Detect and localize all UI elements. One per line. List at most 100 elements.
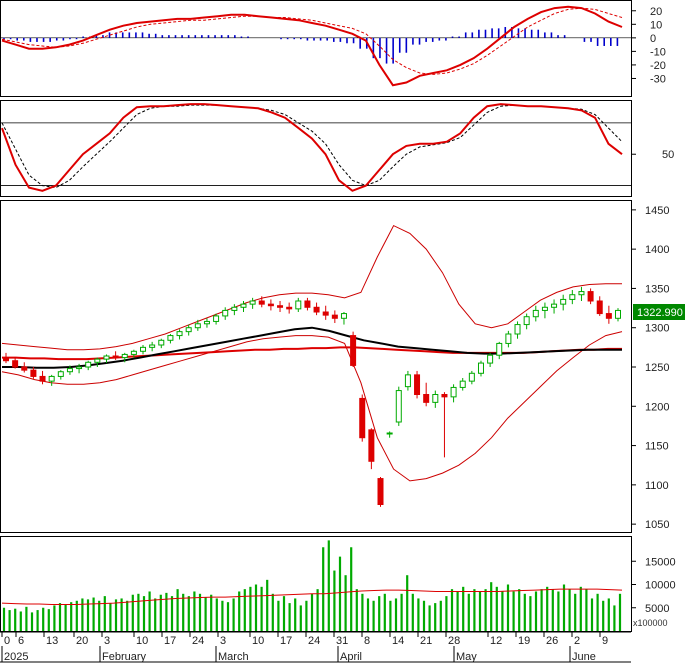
candle-body (39, 375, 46, 382)
x-day-label: 24 (308, 635, 320, 647)
volume-moving-average (1, 588, 623, 605)
candle-body (286, 306, 293, 310)
stochastic-tick-label: 50 (662, 149, 674, 161)
moving-average-mid (2, 326, 622, 369)
stochastic-levels (0, 122, 631, 186)
price-tick-label: 1200 (645, 401, 669, 413)
price-panel: 1450 1400 1350 1300 1250 1200 1150 1100 1050 132… (0, 200, 685, 533)
candle-body (386, 432, 393, 435)
macd-signal-line (1, 7, 623, 75)
candle-body (103, 355, 110, 360)
x-month-label: March (218, 651, 249, 663)
candle-body (487, 354, 494, 364)
macd-line (1, 5, 623, 87)
candle-body (468, 372, 475, 382)
candle-body (477, 362, 484, 374)
candle-body (277, 305, 284, 308)
candle-body (541, 306, 548, 311)
candle-body (432, 394, 439, 403)
candle-body (551, 303, 558, 308)
candle-body (85, 361, 92, 368)
x-day-label: 10 (136, 635, 148, 647)
candle-body (340, 313, 347, 319)
bollinger-upper-band (1, 224, 622, 351)
candle-body (12, 360, 19, 368)
candle-body (505, 333, 512, 344)
candle-body (249, 300, 256, 305)
candle-body (313, 306, 320, 313)
price-tick-label: 1150 (645, 441, 669, 453)
x-day-label: 2 (574, 635, 580, 647)
candle-body (331, 314, 338, 319)
candle-body (240, 303, 247, 308)
volume-y-axis: 15000 10000 5000 (631, 556, 676, 615)
price-tick-label: 1300 (645, 323, 669, 335)
x-day-label: 14 (392, 635, 404, 647)
x-day-label: 3 (104, 635, 110, 647)
x-day-label: 0 (4, 635, 10, 647)
price-tick-label: 1050 (645, 519, 669, 531)
candle-body (21, 366, 28, 371)
x-day-label: 10 (252, 635, 264, 647)
candle-body (414, 374, 421, 396)
candle-body (66, 368, 73, 373)
macd-tick-label: 10 (650, 19, 662, 31)
x-day-label: 13 (46, 635, 58, 647)
x-day-label: 20 (76, 635, 88, 647)
candle-body (30, 369, 37, 377)
last-price-label: 1322.990 (633, 304, 685, 320)
candle-body (560, 298, 567, 305)
candlesticks (3, 286, 621, 507)
candle-body (231, 306, 238, 311)
volume-tick-label: 10000 (645, 580, 676, 592)
price-tick-label: 1250 (645, 362, 669, 374)
candle-body (596, 300, 603, 315)
candle-body (377, 478, 384, 506)
candle-body (587, 291, 594, 302)
price-tick-label: 1450 (645, 205, 669, 217)
candle-body (121, 353, 128, 359)
x-day-label: 17 (164, 635, 176, 647)
x-month-label: 2025 (4, 651, 28, 663)
volume-unit-label: x100000 (633, 618, 668, 628)
candle-body (359, 397, 366, 439)
date-axis: 0 6 13 20 3 10 17 24 3 10 17 24 31 8 14 21 28 12 19 26 2 9 202… (0, 631, 631, 663)
candle-body (222, 309, 229, 317)
macd-tick-label: 0 (650, 33, 656, 45)
candle-body (496, 342, 503, 356)
price-tick-label: 1350 (645, 283, 669, 295)
volume-tick-label: 15000 (645, 556, 676, 568)
candle-body (149, 344, 156, 348)
candle-body (350, 335, 357, 366)
candle-body (322, 311, 329, 316)
candle-body (176, 331, 183, 337)
price-tick-label: 1400 (645, 244, 669, 256)
stochastic-d-line (1, 104, 623, 189)
candle-body (3, 357, 9, 362)
x-day-label: 19 (518, 635, 530, 647)
x-day-label: 3 (220, 635, 226, 647)
macd-tick-label: -10 (650, 46, 666, 58)
candle-body (112, 355, 119, 359)
candle-body (605, 313, 612, 319)
stochastic-panel: 50 (0, 100, 674, 197)
candle-body (578, 291, 585, 296)
candle-body (295, 300, 302, 310)
candle-body (203, 320, 210, 325)
candle-body (404, 374, 411, 388)
candle-body (569, 294, 576, 300)
candle-body (514, 324, 521, 335)
candle-body (450, 386, 457, 398)
candle-body (185, 327, 192, 333)
volume-bars (2, 540, 622, 631)
stochastic-k-line (1, 103, 623, 192)
x-day-label: 9 (602, 635, 608, 647)
candle-body (57, 371, 64, 377)
macd-tick-label: -20 (650, 60, 666, 72)
candle-body (76, 366, 83, 370)
macd-histogram (3, 27, 619, 64)
candle-body (213, 315, 220, 322)
candle-body (304, 300, 311, 308)
x-month-label: June (572, 651, 596, 663)
